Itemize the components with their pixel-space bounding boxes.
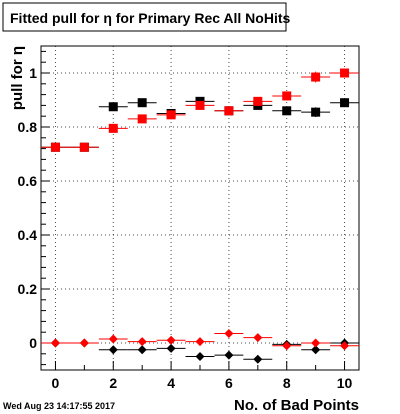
data-point-square: [108, 123, 118, 133]
data-point-square: [137, 98, 147, 108]
title-box: [2, 2, 287, 32]
data-point-square: [108, 102, 118, 112]
x-tick-label: 10: [337, 375, 353, 391]
data-point-square: [340, 98, 350, 108]
footer-timestamp: Wed Aug 23 14:17:55 2017: [3, 401, 115, 411]
data-point-square: [224, 106, 234, 116]
data-point-diamond: [166, 343, 176, 353]
grid-layer: [41, 46, 359, 370]
data-point-diamond: [224, 350, 234, 360]
data-point-diamond: [311, 338, 321, 348]
data-point-square: [282, 106, 292, 116]
x-tick-label: 8: [283, 375, 291, 391]
data-point-square: [137, 114, 147, 124]
data-point-diamond: [166, 335, 176, 345]
data-point-diamond: [137, 345, 147, 355]
y-tick-label: 1: [29, 65, 37, 81]
data-point-diamond: [195, 352, 205, 361]
data-point-diamond: [253, 354, 263, 364]
chart-title: Fitted pull for η for Primary Rec All No…: [10, 10, 291, 26]
data-point-diamond: [79, 338, 89, 348]
data-point-square: [282, 91, 292, 101]
x-tick-label: 2: [109, 375, 117, 391]
data-point-square: [166, 110, 176, 120]
data-point-diamond: [195, 337, 205, 347]
x-tick-label: 4: [167, 375, 175, 391]
data-point-diamond: [50, 338, 60, 348]
tick-labels: 0 2 4 6 8 10 0 0.2 0.4 0.6 0.8 1: [18, 65, 353, 391]
data-point-square: [195, 100, 205, 110]
data-point-diamond: [108, 334, 118, 344]
data-point-square: [340, 68, 350, 78]
x-tick-label: 6: [225, 375, 233, 391]
y-axis-label: pull for η: [9, 46, 26, 110]
plot-frame: [40, 45, 360, 371]
data-point-square: [253, 96, 263, 106]
data-point-diamond: [311, 345, 321, 355]
data-point-diamond: [253, 333, 263, 343]
x-axis-label: No. of Bad Points: [234, 397, 359, 414]
data-point-square: [79, 142, 89, 152]
y-tick-label: 0.4: [18, 227, 38, 243]
data-point-diamond: [108, 345, 118, 355]
data-point-diamond: [282, 341, 292, 351]
ticks-layer: [41, 50, 346, 370]
y-tick-label: 0: [29, 335, 37, 351]
series-layer: [41, 68, 359, 364]
y-tick-label: 0.6: [18, 173, 38, 189]
data-point-square: [311, 72, 321, 82]
data-point-diamond: [137, 337, 147, 347]
y-tick-label: 0.8: [18, 119, 38, 135]
data-point-diamond: [340, 341, 350, 351]
data-point-diamond: [224, 329, 234, 339]
data-point-square: [311, 107, 321, 117]
y-tick-label: 0.2: [18, 281, 38, 297]
data-point-square: [50, 142, 60, 152]
x-tick-label: 0: [52, 375, 60, 391]
